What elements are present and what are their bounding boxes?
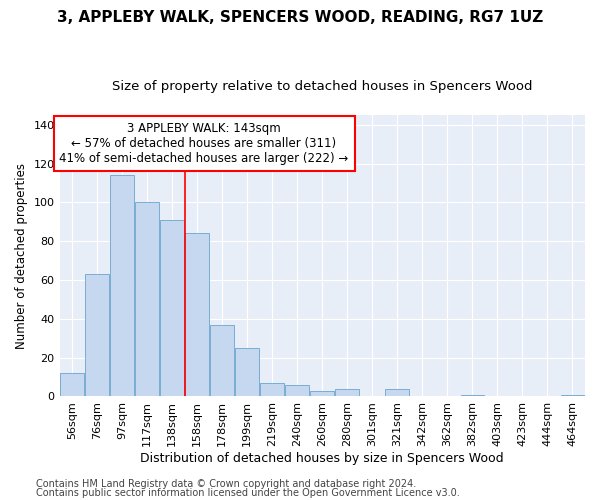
- Bar: [335, 388, 359, 396]
- Title: Size of property relative to detached houses in Spencers Wood: Size of property relative to detached ho…: [112, 80, 533, 93]
- Text: Contains public sector information licensed under the Open Government Licence v3: Contains public sector information licen…: [36, 488, 460, 498]
- Bar: [60, 373, 84, 396]
- Bar: [85, 274, 109, 396]
- Bar: [560, 394, 584, 396]
- Bar: [210, 324, 234, 396]
- Bar: [286, 385, 309, 396]
- Bar: [260, 383, 284, 396]
- Bar: [160, 220, 184, 396]
- Bar: [110, 175, 134, 396]
- Bar: [385, 388, 409, 396]
- Bar: [461, 394, 484, 396]
- Text: 3 APPLEBY WALK: 143sqm
← 57% of detached houses are smaller (311)
41% of semi-de: 3 APPLEBY WALK: 143sqm ← 57% of detached…: [59, 122, 349, 165]
- Bar: [310, 390, 334, 396]
- Bar: [185, 234, 209, 396]
- Bar: [135, 202, 159, 396]
- Text: Contains HM Land Registry data © Crown copyright and database right 2024.: Contains HM Land Registry data © Crown c…: [36, 479, 416, 489]
- Y-axis label: Number of detached properties: Number of detached properties: [15, 162, 28, 348]
- Bar: [235, 348, 259, 397]
- Text: 3, APPLEBY WALK, SPENCERS WOOD, READING, RG7 1UZ: 3, APPLEBY WALK, SPENCERS WOOD, READING,…: [57, 10, 543, 25]
- X-axis label: Distribution of detached houses by size in Spencers Wood: Distribution of detached houses by size …: [140, 452, 504, 465]
